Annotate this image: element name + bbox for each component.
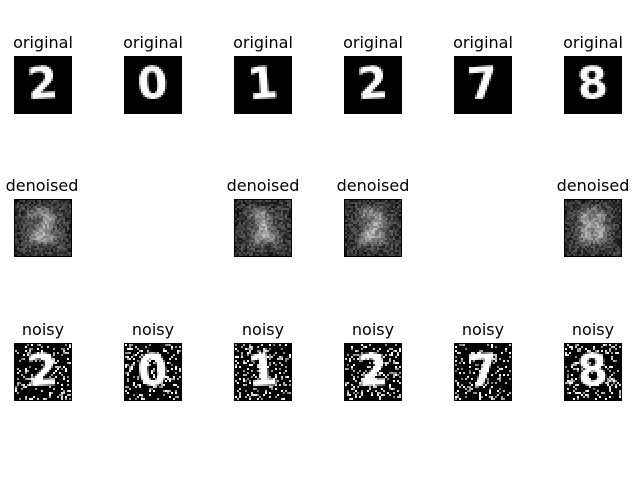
digit-canvas	[15, 344, 71, 400]
image-original-6	[564, 56, 622, 114]
image-denoised-1	[14, 199, 72, 257]
label-original-2: original	[123, 33, 183, 52]
image-denoised-4	[344, 199, 402, 257]
digit-canvas	[455, 57, 511, 113]
image-original-3	[234, 56, 292, 114]
label-denoised-6: denoised	[556, 176, 630, 195]
label-original-3: original	[233, 33, 293, 52]
label-original-6: original	[563, 33, 623, 52]
digit-canvas	[455, 344, 511, 400]
image-original-1	[14, 56, 72, 114]
digit-canvas	[125, 344, 181, 400]
image-denoised-6	[564, 199, 622, 257]
digit-canvas	[565, 200, 621, 256]
digit-canvas	[345, 200, 401, 256]
digit-canvas	[235, 200, 291, 256]
digit-canvas	[235, 57, 291, 113]
digit-canvas	[125, 57, 181, 113]
label-original-1: original	[13, 33, 73, 52]
image-noisy-5	[454, 343, 512, 401]
image-noisy-4	[344, 343, 402, 401]
digit-canvas	[235, 344, 291, 400]
label-noisy-3: noisy	[241, 320, 285, 339]
label-noisy-6: noisy	[571, 320, 615, 339]
label-original-4: original	[343, 33, 403, 52]
image-noisy-1	[14, 343, 72, 401]
image-noisy-6	[564, 343, 622, 401]
digit-canvas	[345, 57, 401, 113]
label-denoised-3: denoised	[226, 176, 300, 195]
digit-canvas	[565, 344, 621, 400]
image-noisy-2	[124, 343, 182, 401]
label-noisy-5: noisy	[461, 320, 505, 339]
label-noisy-1: noisy	[21, 320, 65, 339]
digit-canvas	[345, 344, 401, 400]
digit-canvas	[15, 200, 71, 256]
label-denoised-4: denoised	[336, 176, 410, 195]
label-denoised-1: denoised	[5, 176, 79, 195]
label-original-5: original	[453, 33, 513, 52]
image-denoised-3	[234, 199, 292, 257]
image-original-2	[124, 56, 182, 114]
image-noisy-3	[234, 343, 292, 401]
image-original-5	[454, 56, 512, 114]
image-original-4	[344, 56, 402, 114]
digit-canvas	[15, 57, 71, 113]
digit-canvas	[565, 57, 621, 113]
label-noisy-2: noisy	[131, 320, 175, 339]
label-noisy-4: noisy	[351, 320, 395, 339]
